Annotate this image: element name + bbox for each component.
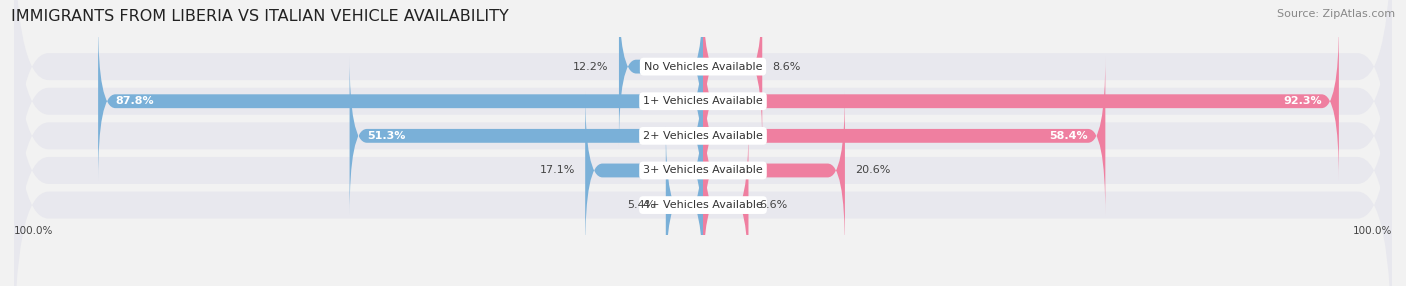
- Text: No Vehicles Available: No Vehicles Available: [644, 61, 762, 72]
- Text: 87.8%: 87.8%: [115, 96, 155, 106]
- Text: 100.0%: 100.0%: [14, 226, 53, 236]
- Text: 92.3%: 92.3%: [1284, 96, 1322, 106]
- FancyBboxPatch shape: [350, 56, 703, 215]
- Text: 12.2%: 12.2%: [574, 61, 609, 72]
- Text: 6.6%: 6.6%: [759, 200, 787, 210]
- Text: 8.6%: 8.6%: [772, 61, 801, 72]
- FancyBboxPatch shape: [14, 0, 1392, 286]
- Text: 100.0%: 100.0%: [1353, 226, 1392, 236]
- Text: 5.4%: 5.4%: [627, 200, 655, 210]
- Text: 17.1%: 17.1%: [540, 166, 575, 176]
- FancyBboxPatch shape: [703, 56, 1105, 215]
- FancyBboxPatch shape: [585, 91, 703, 250]
- Text: Source: ZipAtlas.com: Source: ZipAtlas.com: [1277, 9, 1395, 19]
- FancyBboxPatch shape: [14, 0, 1392, 226]
- FancyBboxPatch shape: [619, 0, 703, 146]
- FancyBboxPatch shape: [703, 126, 748, 285]
- FancyBboxPatch shape: [703, 22, 1339, 181]
- Text: 3+ Vehicles Available: 3+ Vehicles Available: [643, 166, 763, 176]
- FancyBboxPatch shape: [98, 22, 703, 181]
- Text: 4+ Vehicles Available: 4+ Vehicles Available: [643, 200, 763, 210]
- FancyBboxPatch shape: [14, 45, 1392, 286]
- Text: 58.4%: 58.4%: [1049, 131, 1088, 141]
- Text: IMMIGRANTS FROM LIBERIA VS ITALIAN VEHICLE AVAILABILITY: IMMIGRANTS FROM LIBERIA VS ITALIAN VEHIC…: [11, 9, 509, 23]
- FancyBboxPatch shape: [703, 91, 845, 250]
- Text: 1+ Vehicles Available: 1+ Vehicles Available: [643, 96, 763, 106]
- FancyBboxPatch shape: [14, 0, 1392, 261]
- Text: 2+ Vehicles Available: 2+ Vehicles Available: [643, 131, 763, 141]
- Text: 20.6%: 20.6%: [855, 166, 890, 176]
- FancyBboxPatch shape: [14, 11, 1392, 286]
- FancyBboxPatch shape: [666, 126, 703, 285]
- FancyBboxPatch shape: [703, 0, 762, 146]
- Text: 51.3%: 51.3%: [367, 131, 405, 141]
